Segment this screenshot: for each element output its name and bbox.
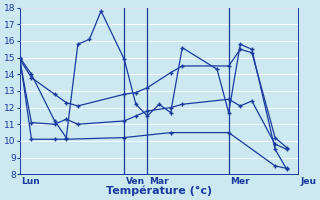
X-axis label: Température (°c): Température (°c) [106, 185, 212, 196]
Text: Mer: Mer [230, 177, 250, 186]
Text: Mar: Mar [149, 177, 169, 186]
Text: Lun: Lun [21, 177, 40, 186]
Text: Jeu: Jeu [300, 177, 316, 186]
Text: Ven: Ven [126, 177, 145, 186]
